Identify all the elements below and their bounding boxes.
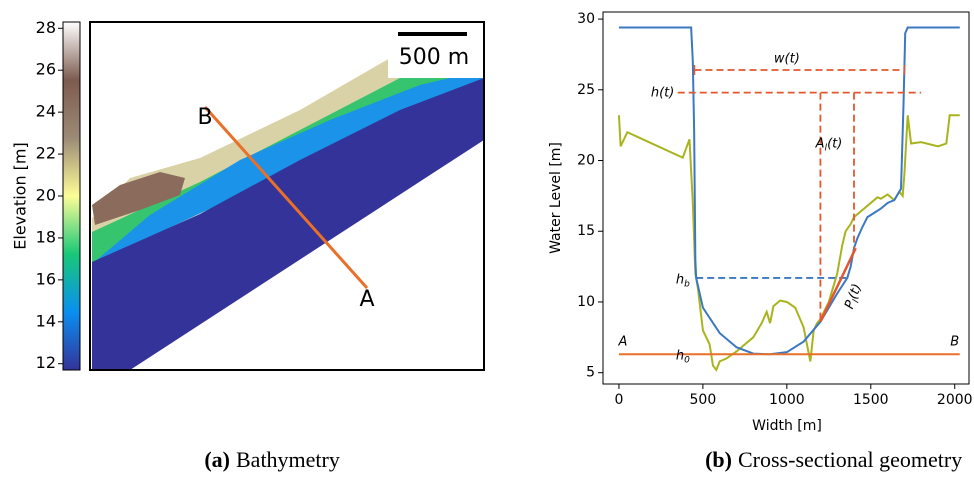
data-line [619,115,960,370]
section-start: A [359,287,374,312]
x-axis-label: Width [m] [752,418,822,434]
annotation-text: w [774,51,785,66]
annotation-suffix: (t) [845,282,864,301]
annotation: B [950,334,959,349]
annotation-text: h [676,272,684,287]
scale-label: 500 m [399,45,469,70]
y-tick-label: 10 [577,294,595,310]
y-tick-label: 20 [577,153,595,169]
colorbar-tick-label: 24 [36,102,56,121]
plot-frame [603,12,969,384]
x-tick-label: 1500 [853,392,889,408]
colorbar-tick-label: 12 [36,353,56,372]
annotation-text: h [676,348,684,363]
colorbar-tick-label: 16 [36,269,56,288]
caption-label: (b) [705,447,732,472]
colorbar-tick-label: 22 [36,144,56,163]
y-axis-label: Water Level [m] [548,142,564,254]
x-tick-label: 1000 [769,392,805,408]
colorbar-tick-label: 26 [36,60,56,79]
section-end: B [197,105,212,130]
colorbar-label: Elevation [m] [11,142,30,249]
colorbar-tick-label: 18 [36,227,56,246]
annotation: Pl(t) [842,282,867,312]
annotation: Al(t) [815,136,843,153]
annotation-suffix: (t) [827,136,842,151]
annotation-suffix: (t) [785,51,800,66]
y-tick-label: 30 [577,11,595,27]
colorbar-tick-label: 14 [36,311,56,330]
annotation: A [618,334,628,349]
colorbar [63,22,80,370]
annotation-text: A [815,136,825,151]
caption: Cross-sectional geometry [738,447,962,472]
figure: 500 m B A Elevation [m] (a) Bathymetry (… [0,0,974,479]
x-tick-label: 0 [614,392,623,408]
y-tick-label: 25 [577,82,595,98]
colorbar-tick-label: 28 [36,18,56,37]
annotation-text: B [950,334,959,349]
annotation-sub: b [684,279,690,289]
y-tick-label: 5 [586,365,595,381]
annotation: h0 [676,348,690,365]
data-line [619,28,960,355]
x-tick-label: 2000 [937,392,973,408]
caption-label: (a) [204,447,230,472]
caption: Bathymetry [236,447,340,472]
x-tick-label: 500 [690,392,717,408]
annotation: hb [676,272,690,289]
y-tick-label: 15 [577,223,595,239]
annotation: w(t) [774,51,800,66]
annotation-text: h [651,85,659,100]
annotation: h(t) [651,85,675,100]
annotation-suffix: (t) [659,85,674,100]
annotation-sub: 0 [684,355,690,365]
colorbar-tick-label: 20 [36,186,56,205]
annotation-text: A [618,334,628,349]
